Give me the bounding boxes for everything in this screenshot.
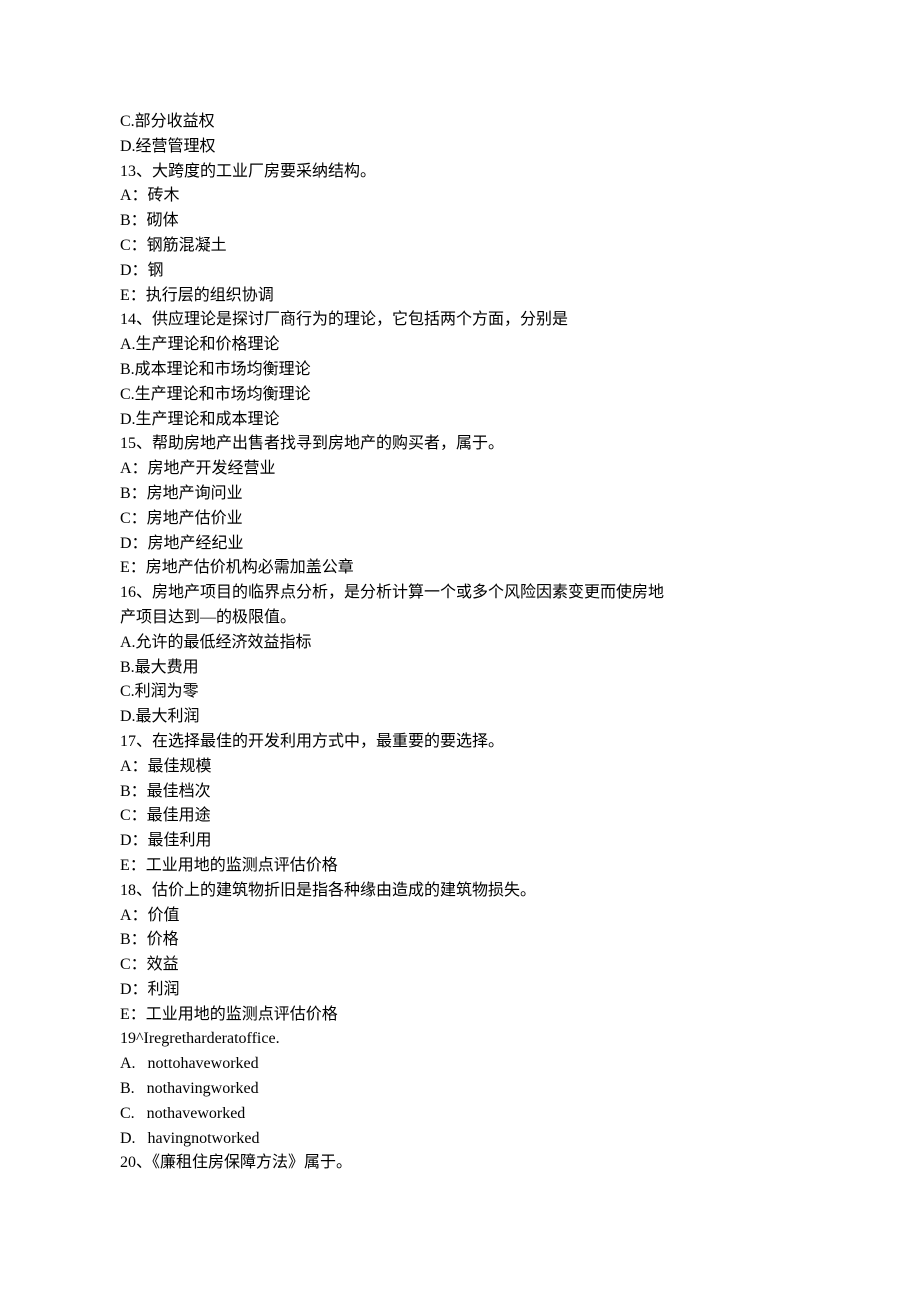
option-a: A：砖木 [120,184,800,209]
option-b: B. nothavingworked [120,1077,800,1102]
option-e: E：执行层的组织协调 [120,284,800,309]
option-c: C：效益 [120,953,800,978]
question-14: 14、供应理论是探讨厂商行为的理论，它包括两个方面，分别是 [120,308,800,333]
option-c: C.部分收益权 [120,110,800,135]
option-a: A：最佳规模 [120,755,800,780]
option-b: B.最大费用 [120,656,800,681]
option-d: D：钢 [120,259,800,284]
option-b: B：价格 [120,928,800,953]
question-20: 20、《廉租住房保障方法》属于。 [120,1151,800,1176]
document-page: C.部分收益权 D.经营管理权 13、大跨度的工业厂房要采纳结构。 A：砖木 B… [0,0,920,1301]
option-c: C.利润为零 [120,680,800,705]
option-c: C. nothaveworked [120,1102,800,1127]
question-16-part2: 产项目达到—的极限值。 [120,606,800,631]
option-c: C：房地产估价业 [120,507,800,532]
option-a: A：价值 [120,904,800,929]
option-b: B：房地产询问业 [120,482,800,507]
option-d: D.生产理论和成本理论 [120,408,800,433]
option-b: B.成本理论和市场均衡理论 [120,358,800,383]
option-d: D：最佳利用 [120,829,800,854]
question-18: 18、估价上的建筑物折旧是指各种缘由造成的建筑物损失。 [120,879,800,904]
option-a: A.生产理论和价格理论 [120,333,800,358]
option-b: B：最佳档次 [120,780,800,805]
option-e: E：工业用地的监测点评估价格 [120,854,800,879]
question-13: 13、大跨度的工业厂房要采纳结构。 [120,160,800,185]
option-c: C：最佳用途 [120,804,800,829]
option-b: B：砌体 [120,209,800,234]
question-15: 15、帮助房地产出售者找寻到房地产的购买者，属于。 [120,432,800,457]
option-c: C：钢筋混凝土 [120,234,800,259]
option-c: C.生产理论和市场均衡理论 [120,383,800,408]
option-a: A. nottohaveworked [120,1052,800,1077]
question-17: 17、在选择最佳的开发利用方式中，最重要的要选择。 [120,730,800,755]
question-19: 19^Iregretharderatoffice. [120,1027,800,1052]
option-e: E：工业用地的监测点评估价格 [120,1003,800,1028]
option-d: D. havingnotworked [120,1127,800,1152]
question-16-part1: 16、房地产项目的临界点分析，是分析计算一个或多个风险因素变更而使房地 [120,581,800,606]
option-e: E：房地产估价机构必需加盖公章 [120,556,800,581]
option-d: D.经营管理权 [120,135,800,160]
option-a: A：房地产开发经营业 [120,457,800,482]
option-d: D.最大利润 [120,705,800,730]
option-d: D：利润 [120,978,800,1003]
option-a: A.允许的最低经济效益指标 [120,631,800,656]
option-d: D：房地产经纪业 [120,532,800,557]
